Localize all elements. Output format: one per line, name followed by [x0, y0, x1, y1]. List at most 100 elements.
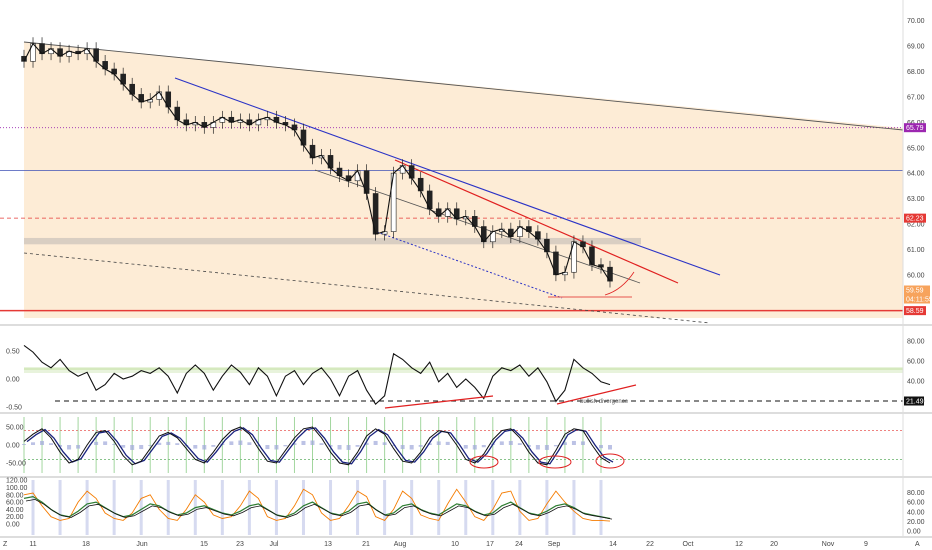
time-tick-label: Jun — [136, 541, 147, 548]
price-tick-label: 69.00 — [907, 44, 925, 51]
curve-annotation — [604, 271, 635, 296]
time-axis[interactable]: 11 18 Jun 15 23 Jul 13 21 Aug 10 17 24 Sep 14 22 Oct 12 2… — [29, 541, 868, 548]
osc1-right-tick: 60.00 — [907, 359, 925, 366]
time-tick-label: 23 — [236, 541, 244, 548]
time-tick-label: 21 — [362, 541, 370, 548]
highlight-ellipse — [595, 453, 625, 469]
histogram-bar — [355, 445, 360, 447]
signal-column — [112, 480, 116, 535]
oscillator-2-line — [23, 426, 611, 466]
oscillator-3-panel[interactable]: 0.0020.0040.0060.0080.00100.00120.000.00… — [6, 478, 925, 536]
price-series — [23, 42, 611, 282]
signal-column — [139, 480, 143, 535]
level-tag — [904, 213, 926, 223]
histogram-bar — [247, 442, 252, 445]
histogram-bar — [481, 445, 486, 448]
level-tag — [904, 306, 926, 316]
osc3-left-tick: 0.00 — [6, 522, 20, 529]
timezone-icon[interactable]: Z — [3, 541, 8, 548]
level-tag-label: 62.23 — [906, 216, 924, 223]
signal-column — [166, 480, 170, 535]
osc2-tick: 0.00 — [6, 443, 20, 450]
resistance-line — [394, 159, 679, 284]
histogram-bar — [517, 443, 522, 445]
signal-column — [220, 480, 224, 535]
histogram-bar — [535, 445, 540, 450]
histogram-bar — [292, 443, 297, 445]
signal-column — [383, 480, 387, 535]
time-tick-label: 12 — [735, 541, 743, 548]
signal-column — [301, 480, 305, 535]
level-tag-label: 65.79 — [906, 125, 924, 132]
osc1-level-tag — [904, 396, 924, 406]
histogram-bar — [121, 445, 126, 448]
osc3-left-tick: 120.00 — [6, 478, 28, 485]
support-zone-band — [24, 237, 641, 245]
price-tick-label: 61.00 — [907, 247, 925, 254]
price-tick-label: 60.00 — [907, 272, 925, 279]
price-tick-label: 70.00 — [907, 18, 925, 25]
histogram-bar — [337, 445, 342, 450]
signal-column — [545, 480, 549, 535]
histogram-bar — [166, 441, 171, 445]
oscillator-1-panel[interactable]: bullish divergence0.500.00-0.5020.0040.0… — [6, 339, 925, 412]
price-tick-label: 65.00 — [907, 145, 925, 152]
price-tick-label: 64.00 — [907, 171, 925, 178]
histogram-bar — [274, 445, 279, 450]
histogram-bar — [472, 445, 477, 450]
histogram-bar — [301, 440, 306, 445]
histogram-bar — [22, 444, 26, 445]
channel-lower-line — [376, 231, 563, 299]
time-tick-label: 13 — [324, 541, 332, 548]
histogram-bar — [94, 441, 99, 445]
signal-column — [247, 480, 251, 535]
osc3-right-tick: 60.00 — [907, 500, 925, 507]
price-tag-label: 04:11:55 — [906, 297, 932, 304]
osc1-left-tick: -0.50 — [6, 405, 22, 412]
divergence-note: bullish divergence — [580, 399, 629, 405]
level-tag-label: 58.59 — [906, 308, 924, 315]
osc3-right-tick: 20.00 — [907, 519, 925, 526]
price-panel[interactable]: 60.0061.0062.0063.0064.0065.0066.0067.00… — [0, 18, 932, 324]
price-tag — [904, 294, 930, 304]
oscillator-2-panel[interactable]: 50.00 0.00 -50.00 — [6, 417, 903, 473]
osc1-left-tick: 0.00 — [6, 377, 20, 384]
histogram-bar — [157, 442, 162, 445]
histogram-bar — [130, 445, 135, 450]
oscillator-1-line — [23, 344, 611, 406]
histogram-bar — [265, 445, 270, 450]
price-tick-label: 62.00 — [907, 221, 925, 228]
price-tick-label: 63.00 — [907, 196, 925, 203]
divergence-line — [384, 395, 494, 409]
time-tick-label: 14 — [609, 541, 617, 548]
histogram-bar — [148, 445, 153, 446]
long-resistance-line — [23, 41, 904, 131]
oscillator-2-signal-line — [26, 427, 614, 465]
time-tick-label: Oct — [683, 541, 694, 548]
histogram-bar — [310, 440, 315, 445]
histogram-bar — [526, 445, 531, 447]
signal-column — [329, 480, 333, 535]
time-tick-label: Aug — [394, 541, 407, 548]
horizontal-levels — [0, 127, 903, 312]
histogram-bar — [571, 440, 576, 445]
price-shaded-zone — [24, 42, 903, 318]
time-tick-label: 22 — [646, 541, 654, 548]
osc3-right-tick: 80.00 — [907, 490, 925, 497]
time-tick-label: 15 — [200, 541, 208, 548]
histogram-bar — [139, 445, 144, 450]
price-tick-label: 67.00 — [907, 94, 925, 101]
histogram-bar — [328, 445, 333, 447]
price-tag-label: 59.59 — [906, 288, 924, 295]
histogram-bar — [463, 445, 468, 449]
auto-scale-icon[interactable]: A — [915, 541, 920, 548]
time-tick-label: 10 — [451, 541, 459, 548]
histogram-bar — [544, 445, 549, 450]
histogram-bar — [175, 443, 180, 445]
divergence-line — [556, 384, 637, 405]
time-tick-label: 17 — [486, 541, 494, 548]
price-axis: 60.0061.0062.0063.0064.0065.0066.0067.00… — [904, 18, 932, 316]
histogram-bar — [40, 440, 45, 445]
